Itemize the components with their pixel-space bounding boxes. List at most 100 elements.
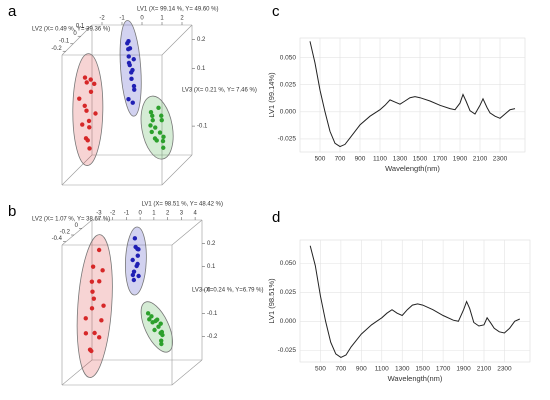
x-tick-label: 3 (180, 211, 184, 217)
y-tick-label: -0.025 (278, 136, 297, 143)
x-tick-label: 2100 (473, 156, 488, 163)
x-tick-label: 500 (315, 366, 326, 373)
box-edge (61, 154, 93, 186)
x-tick-label: 1700 (436, 366, 451, 373)
point (131, 269, 137, 274)
point (96, 247, 102, 253)
y-tick-label: -0.1 (59, 38, 70, 44)
x-tick-label: 700 (335, 366, 346, 373)
x-tick-label: 1 (160, 16, 164, 22)
z-tick-label: 0.1 (207, 264, 216, 270)
box-edge (61, 24, 93, 56)
x-tick-label: -2 (99, 16, 105, 22)
y-tick-label: 0.050 (280, 260, 297, 267)
y-tick-label: 0.025 (280, 81, 297, 88)
cluster-ellipse (124, 226, 147, 296)
y-axis-label: LV2 (X= 1.07 %, Y= 38.67 %) (32, 217, 110, 223)
point (100, 268, 105, 273)
z-tick-label: 0.2 (197, 37, 206, 43)
cluster-ellipse (76, 234, 113, 378)
x-tick-label: 1 (152, 211, 156, 217)
point (150, 113, 155, 119)
point (131, 57, 136, 62)
x-tick-label: 4 (193, 211, 197, 217)
point (159, 341, 164, 347)
z-tick-label: -0.2 (207, 334, 218, 340)
y-tick-label: 0.025 (280, 289, 297, 296)
panel-label: d (272, 209, 280, 226)
box-edge (161, 154, 193, 186)
point (159, 113, 164, 118)
x-tick-label: 500 (315, 156, 326, 163)
x-tick-label: 2100 (477, 366, 492, 373)
point (126, 96, 131, 102)
y-axis-label: LV1 (99.14%) (267, 72, 276, 118)
point (149, 129, 154, 135)
point (83, 331, 89, 336)
point (132, 236, 138, 241)
x-tick-label: -2 (110, 211, 116, 217)
point (80, 122, 85, 127)
box-edge (171, 359, 203, 386)
point (131, 277, 137, 283)
y-tick-label: 0.050 (280, 54, 297, 61)
plot-area (299, 239, 531, 363)
point (134, 263, 139, 269)
x-tick-label: 2300 (497, 366, 512, 373)
y-tick-label: -0.2 (51, 46, 62, 52)
box-edge (171, 219, 203, 246)
point (92, 81, 97, 87)
point (89, 306, 95, 311)
point (131, 83, 137, 89)
point (156, 324, 161, 329)
box-edge (61, 219, 93, 246)
point (97, 335, 102, 340)
point (86, 118, 92, 124)
point (85, 138, 90, 143)
box-edge (161, 24, 193, 56)
point (135, 253, 140, 258)
point (148, 123, 153, 128)
x-tick-label: 1700 (433, 156, 448, 163)
point (93, 111, 98, 116)
point (127, 46, 133, 51)
x-tick-label: 2 (180, 16, 184, 22)
point (87, 146, 92, 151)
point (150, 320, 155, 325)
y-tick-label: 0.000 (280, 109, 297, 116)
x-tick-label: -1 (124, 211, 130, 217)
point (99, 318, 104, 323)
point (154, 138, 159, 143)
point (90, 289, 95, 294)
x-tick-label: 2 (166, 211, 170, 217)
point (82, 75, 88, 80)
point (136, 247, 141, 252)
z-tick-label: -0.1 (207, 311, 218, 317)
point (82, 103, 87, 109)
y-axis-label: LV1 (98.51%) (267, 278, 276, 324)
point (158, 321, 163, 326)
y-tick-label: -0.4 (52, 236, 63, 242)
z-tick-label: 0 (207, 288, 211, 294)
x-tick-label: 700 (335, 156, 346, 163)
z-tick-label: 0.1 (197, 66, 206, 72)
y-tick-label: -0.025 (278, 347, 297, 354)
point (129, 76, 134, 82)
x-tick-label: 2300 (493, 156, 508, 163)
point (127, 62, 132, 68)
z-tick-label: 0.2 (207, 241, 216, 247)
point (132, 87, 137, 92)
point (84, 80, 89, 85)
point (92, 330, 97, 336)
x-tick-label: 1900 (456, 366, 471, 373)
z-tick-label: -0.1 (197, 124, 208, 130)
point (156, 105, 161, 111)
point (147, 317, 152, 322)
point (89, 279, 95, 284)
point (77, 96, 82, 101)
x-tick-label: 1500 (413, 156, 428, 163)
x-tick-label: 1100 (373, 156, 387, 163)
point (161, 145, 166, 150)
point (153, 125, 158, 130)
